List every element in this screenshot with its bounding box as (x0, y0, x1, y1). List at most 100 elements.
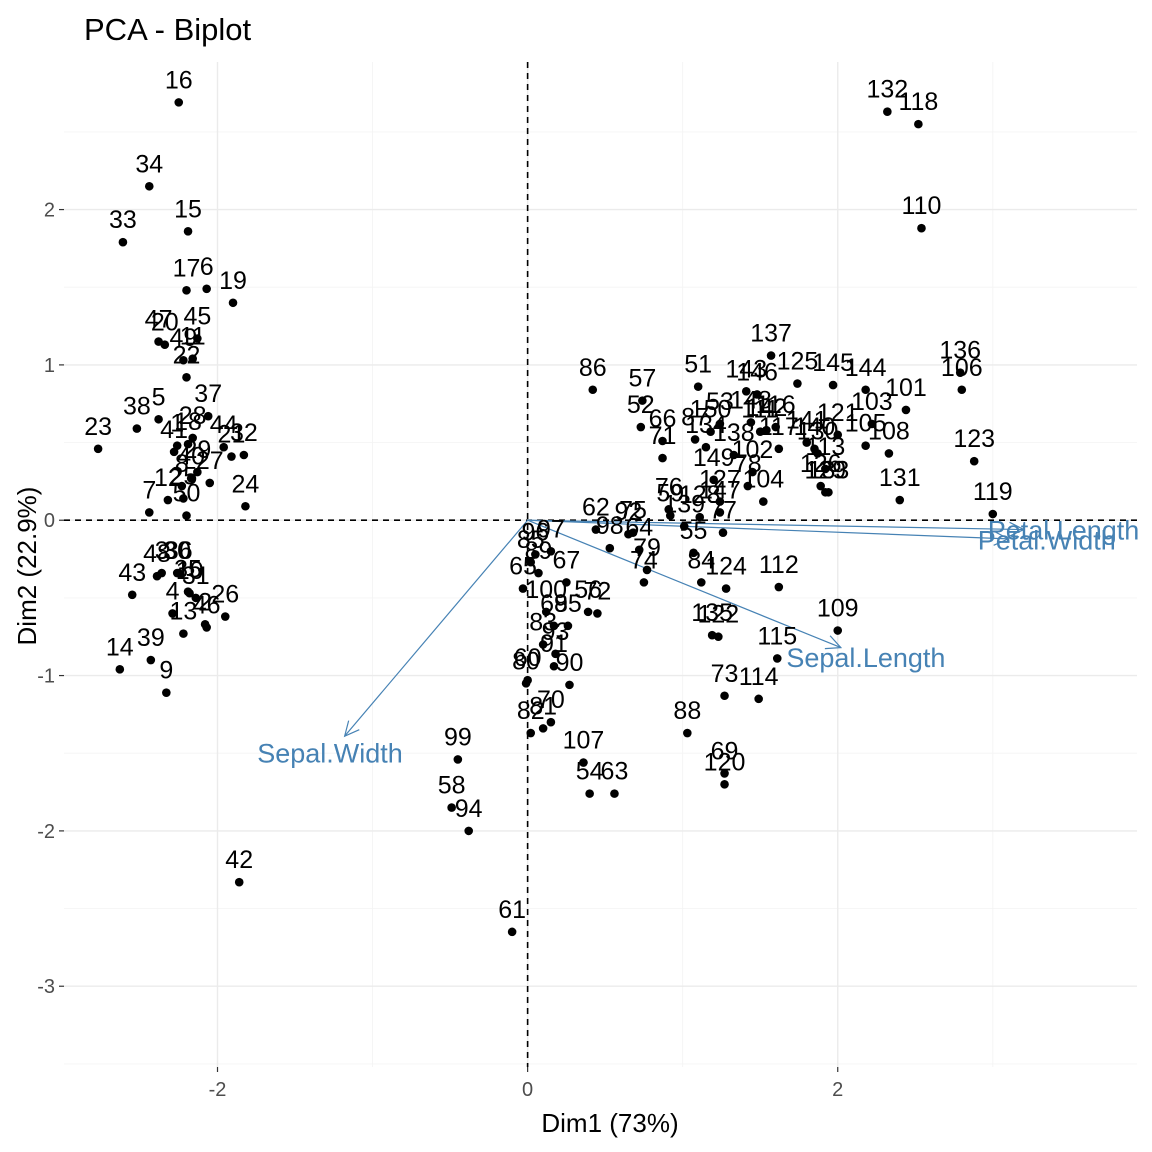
observation-label: 32 (230, 419, 258, 447)
y-tick-label: -2 (37, 821, 55, 843)
observation-label: 101 (885, 374, 927, 402)
observation-label: 64 (625, 514, 653, 542)
observation-label: 109 (817, 595, 859, 623)
variable-label: Sepal.Length (786, 643, 945, 673)
observation-label: 119 (973, 478, 1013, 506)
observation-label: 89 (525, 537, 553, 565)
observation-point (182, 511, 191, 520)
y-tick-label: 0 (44, 510, 55, 532)
observation-label: 12 (154, 464, 182, 492)
observation-label: 103 (851, 388, 893, 416)
observation-label: 81 (529, 692, 557, 720)
observation-point (169, 447, 179, 457)
x-tick-label: 2 (832, 1079, 843, 1101)
observation-point (144, 181, 154, 191)
observation-label: 129 (804, 456, 846, 484)
observation-point (917, 223, 926, 233)
observation-label: 128 (679, 481, 721, 509)
observation-label: 37 (194, 380, 222, 408)
observation-point (127, 590, 137, 600)
observation-label: 76 (655, 473, 683, 501)
observation-point (884, 449, 894, 458)
observation-point (174, 98, 184, 107)
observation-label: 126 (800, 450, 842, 478)
observation-point (624, 529, 633, 539)
observation-label: 63 (601, 758, 629, 786)
observation-point (183, 587, 193, 596)
variable-arrowhead (1009, 521, 1026, 537)
observation-label: 27 (196, 447, 224, 475)
observation-label: 38 (123, 393, 151, 421)
observation-label: 97 (537, 515, 565, 543)
observation-point (867, 419, 877, 429)
observation-point (551, 649, 560, 659)
observation-point (220, 612, 230, 621)
variable-arrow (344, 519, 529, 737)
observation-label: 133 (808, 456, 850, 484)
observation-label: 138 (713, 419, 755, 447)
observation-label: 67 (552, 546, 580, 574)
observation-point (146, 655, 156, 665)
observation-label: 16 (165, 66, 193, 94)
observation-label: 2 (198, 588, 212, 616)
x-tick-label: 0 (522, 1079, 533, 1101)
observation-point (205, 478, 215, 488)
observation-label: 4 (166, 577, 180, 605)
observation-label: 80 (512, 647, 540, 675)
observation-label: 141 (786, 407, 828, 435)
observation-label: 44 (210, 411, 238, 439)
observation-label: 111 (741, 396, 779, 424)
observation-label: 51 (684, 351, 712, 379)
y-tick-label: -3 (37, 976, 55, 998)
observation-point (861, 441, 870, 450)
observation-label: 48 (143, 540, 171, 568)
observation-label: 69 (711, 737, 739, 765)
observation-label: 49 (169, 324, 197, 352)
observation-label: 60 (514, 644, 542, 672)
observation-label: 18 (174, 408, 202, 436)
observation-label: 150 (690, 396, 732, 424)
variable-label: Petal.Width (978, 525, 1116, 555)
observation-label: 114 (739, 663, 779, 691)
observation-label: 31 (182, 562, 210, 590)
observation-point (453, 755, 463, 764)
observation-label: 94 (455, 795, 483, 823)
observation-label: 19 (219, 267, 247, 295)
observation-label: 41 (160, 416, 188, 444)
gridlines (64, 62, 1137, 1067)
observation-point (693, 382, 703, 391)
observation-label: 92 (615, 498, 643, 526)
observation-label: 145 (812, 349, 854, 377)
observation-point (810, 444, 819, 454)
variable-arrow (527, 519, 1024, 531)
observation-point (639, 578, 649, 587)
observation-label: 140 (794, 413, 836, 441)
observation-point (638, 396, 647, 405)
observation-label: 127 (699, 466, 741, 494)
observation-label: 68 (540, 590, 568, 618)
observation-point (754, 694, 763, 704)
observation-point (549, 661, 559, 671)
observation-point (179, 494, 188, 503)
observation-point (701, 442, 711, 452)
observation-label: 71 (649, 422, 677, 450)
observation-label: 104 (742, 466, 784, 494)
observation-label: 10 (176, 557, 204, 585)
observation-point (132, 424, 142, 433)
observation-point (774, 444, 784, 454)
observation-labels: 1234567891011121314151617181920212223242… (84, 66, 1013, 923)
observation-label: 88 (673, 697, 701, 725)
observation-label: 117 (759, 413, 799, 441)
observation-label: 3 (155, 537, 169, 565)
variable-arrow (527, 519, 1009, 540)
observation-label: 132 (866, 76, 908, 104)
observation-label: 56 (574, 576, 602, 604)
observation-point (707, 630, 717, 640)
observation-label: 23 (84, 413, 112, 441)
observation-point (118, 237, 128, 247)
observation-label: 45 (183, 302, 211, 330)
observation-label: 6 (200, 253, 214, 281)
observation-label: 105 (845, 410, 887, 438)
observation-point (565, 680, 574, 690)
